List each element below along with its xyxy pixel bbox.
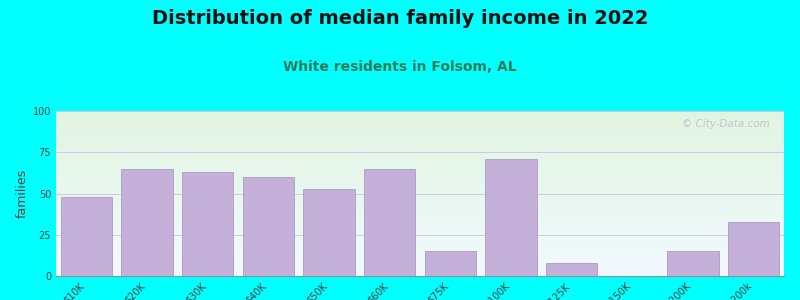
- Text: Distribution of median family income in 2022: Distribution of median family income in …: [152, 9, 648, 28]
- Bar: [728, 221, 779, 276]
- Bar: [61, 197, 112, 276]
- Text: © City-Data.com: © City-Data.com: [682, 119, 770, 129]
- Text: White residents in Folsom, AL: White residents in Folsom, AL: [283, 60, 517, 74]
- Bar: [122, 169, 173, 276]
- Bar: [182, 172, 234, 276]
- Bar: [667, 251, 718, 276]
- Bar: [242, 177, 294, 276]
- Bar: [425, 251, 476, 276]
- Bar: [364, 169, 415, 276]
- Bar: [486, 159, 537, 276]
- Y-axis label: families: families: [15, 169, 29, 218]
- Bar: [303, 188, 354, 276]
- Bar: [546, 263, 598, 276]
